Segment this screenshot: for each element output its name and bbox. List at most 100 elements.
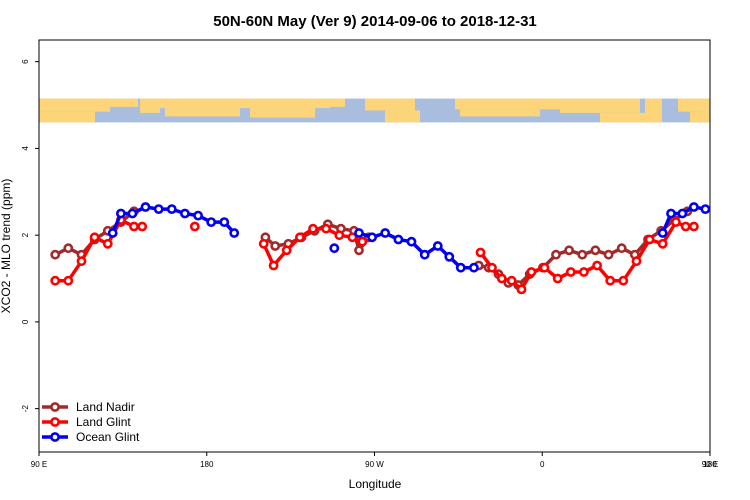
data-point	[666, 208, 676, 219]
data-point	[354, 228, 364, 238]
data-point	[50, 275, 61, 286]
data-point	[605, 275, 616, 286]
data-point	[179, 208, 190, 219]
data-point	[357, 236, 368, 247]
series-land-nadir	[50, 206, 693, 290]
y-tick-label: -2	[21, 405, 30, 413]
map-land-patch	[365, 98, 415, 111]
data-point	[166, 204, 177, 214]
data-point	[116, 208, 126, 219]
data-point	[334, 230, 345, 241]
data-point	[590, 245, 601, 256]
data-point	[631, 256, 642, 267]
data-point	[189, 221, 200, 232]
data-point	[270, 241, 281, 251]
data-point	[308, 223, 318, 234]
legend-label: Land Glint	[76, 415, 131, 429]
y-tick-label: 2	[21, 232, 30, 237]
data-point	[616, 243, 627, 254]
chart-title: 50N-60N May (Ver 9) 2014-09-06 to 2018-1…	[213, 13, 537, 30]
data-point	[102, 238, 113, 249]
data-point	[294, 232, 305, 243]
map-land-patch	[140, 98, 160, 113]
data-point	[258, 238, 269, 249]
y-tick-label: 6	[21, 59, 30, 64]
map-land-patch	[39, 111, 95, 123]
data-point	[516, 284, 527, 295]
data-point	[432, 241, 443, 251]
data-point	[281, 245, 292, 256]
data-point	[506, 275, 517, 286]
data-point	[565, 267, 576, 277]
map-land-patch	[160, 98, 330, 109]
data-point	[455, 262, 466, 273]
data-point	[579, 267, 589, 277]
series-ocean-glint	[107, 202, 711, 273]
data-point	[552, 273, 563, 284]
data-point	[107, 228, 118, 238]
data-point	[89, 232, 100, 243]
legend-marker	[50, 402, 60, 412]
x-tick-label: 180	[703, 460, 717, 469]
data-point	[63, 243, 74, 254]
data-point	[380, 228, 391, 238]
data-point	[657, 228, 668, 238]
map-land-patch	[455, 98, 560, 110]
map-land-patch	[460, 109, 540, 117]
data-point	[551, 249, 561, 260]
data-point	[129, 221, 139, 232]
data-point	[671, 217, 681, 227]
legend-marker	[50, 432, 60, 442]
y-tick-label: 0	[21, 319, 30, 324]
legend-label: Ocean Glint	[76, 430, 140, 444]
data-point	[680, 221, 691, 232]
data-point	[564, 245, 574, 256]
data-point	[76, 256, 87, 267]
series-land-glint	[50, 215, 699, 295]
data-point	[63, 275, 74, 286]
world-map-strip	[39, 98, 710, 123]
data-point	[496, 273, 507, 284]
data-point	[140, 202, 151, 212]
data-point	[137, 221, 148, 232]
x-tick-label: 0	[540, 460, 545, 469]
map-land-patch	[110, 98, 138, 107]
x-axis-label: Longitude	[349, 477, 402, 491]
data-point	[419, 249, 430, 260]
data-point	[153, 204, 164, 214]
data-point	[644, 234, 655, 245]
map-land-patch	[330, 98, 345, 107]
data-point	[393, 234, 404, 245]
series-layer	[50, 202, 711, 295]
data-point	[526, 267, 537, 277]
x-tick-label: 90 E	[702, 460, 718, 469]
data-point	[367, 232, 377, 243]
x-tick-label: 180	[200, 460, 214, 469]
y-axis-label: XCO2 - MLO trend (ppm)	[0, 179, 13, 314]
map-strip-land	[39, 98, 710, 123]
data-point	[577, 249, 588, 260]
data-point	[329, 243, 340, 254]
data-point	[127, 208, 138, 219]
map-land-patch	[600, 112, 660, 123]
data-point	[700, 204, 711, 214]
map-land-patch	[385, 110, 420, 123]
data-point	[603, 249, 614, 260]
data-point	[468, 262, 479, 273]
data-point	[475, 247, 486, 258]
data-point	[321, 223, 331, 234]
data-point	[592, 260, 602, 271]
series-line	[358, 231, 474, 270]
map-land-patch	[165, 108, 240, 117]
data-point	[206, 217, 217, 227]
legend-marker	[50, 417, 60, 427]
map-land-patch	[645, 98, 662, 123]
data-point	[406, 236, 417, 247]
data-point	[347, 232, 358, 243]
data-point	[689, 202, 699, 212]
data-point	[618, 275, 629, 286]
map-land-patch	[560, 98, 640, 113]
data-point	[677, 208, 688, 219]
